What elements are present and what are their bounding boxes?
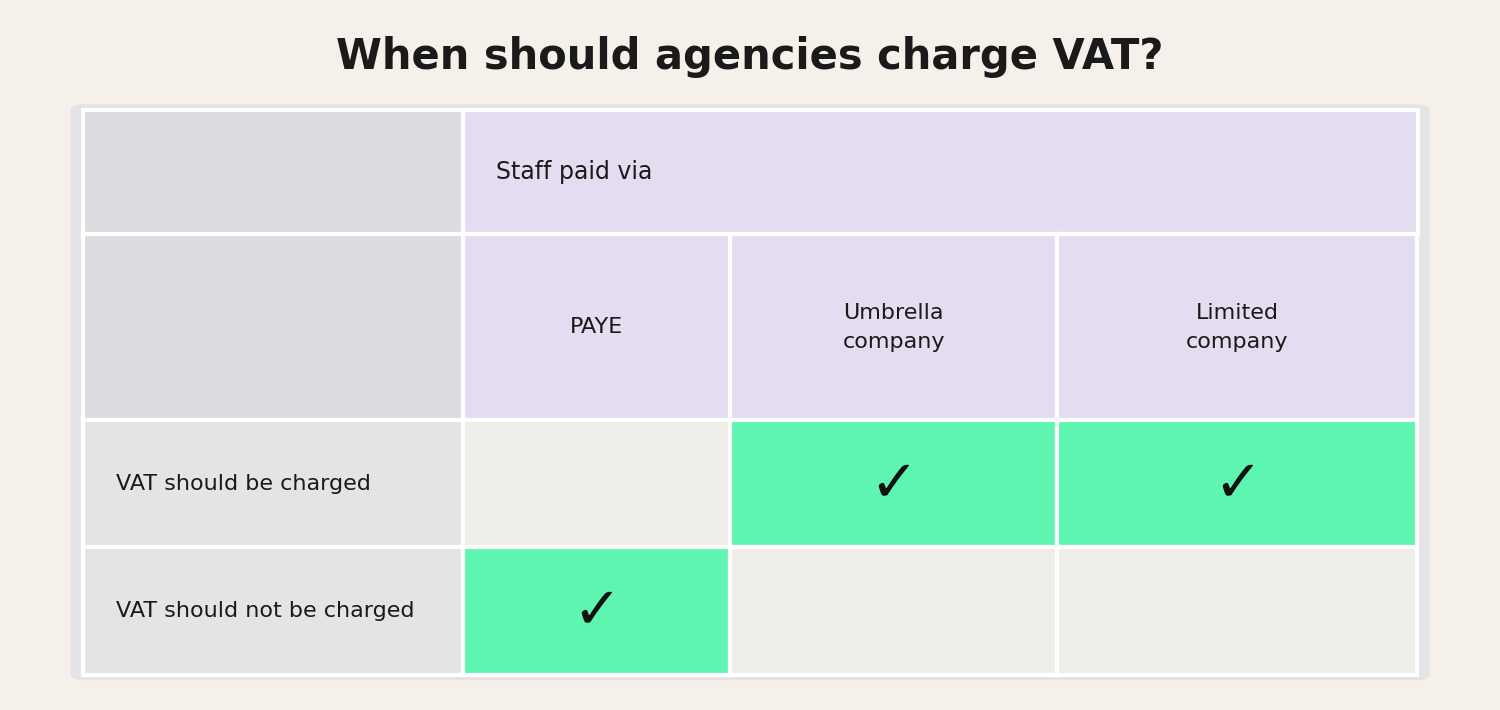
Bar <box>82 547 464 674</box>
Text: PAYE: PAYE <box>570 317 622 337</box>
Text: Limited
company: Limited company <box>1186 302 1288 352</box>
Bar <box>464 420 730 547</box>
Text: ✓: ✓ <box>572 582 621 640</box>
Bar <box>1058 420 1418 547</box>
Text: VAT should not be charged: VAT should not be charged <box>116 601 414 621</box>
Text: Staff paid via: Staff paid via <box>496 160 652 184</box>
Text: ✓: ✓ <box>1214 456 1261 513</box>
Bar <box>730 420 1058 547</box>
Bar <box>82 234 464 420</box>
Bar <box>1058 234 1418 420</box>
Text: ✓: ✓ <box>868 456 918 513</box>
Text: When should agencies charge VAT?: When should agencies charge VAT? <box>336 36 1164 77</box>
Text: VAT should be charged: VAT should be charged <box>116 474 370 494</box>
Bar <box>730 234 1058 420</box>
Bar <box>464 110 1418 234</box>
Bar <box>464 234 730 420</box>
Text: Umbrella
company: Umbrella company <box>843 302 945 352</box>
Bar <box>82 420 464 547</box>
Bar <box>1058 547 1418 674</box>
Bar <box>82 110 464 234</box>
Bar <box>464 547 730 674</box>
Bar <box>730 547 1058 674</box>
FancyBboxPatch shape <box>70 104 1429 680</box>
